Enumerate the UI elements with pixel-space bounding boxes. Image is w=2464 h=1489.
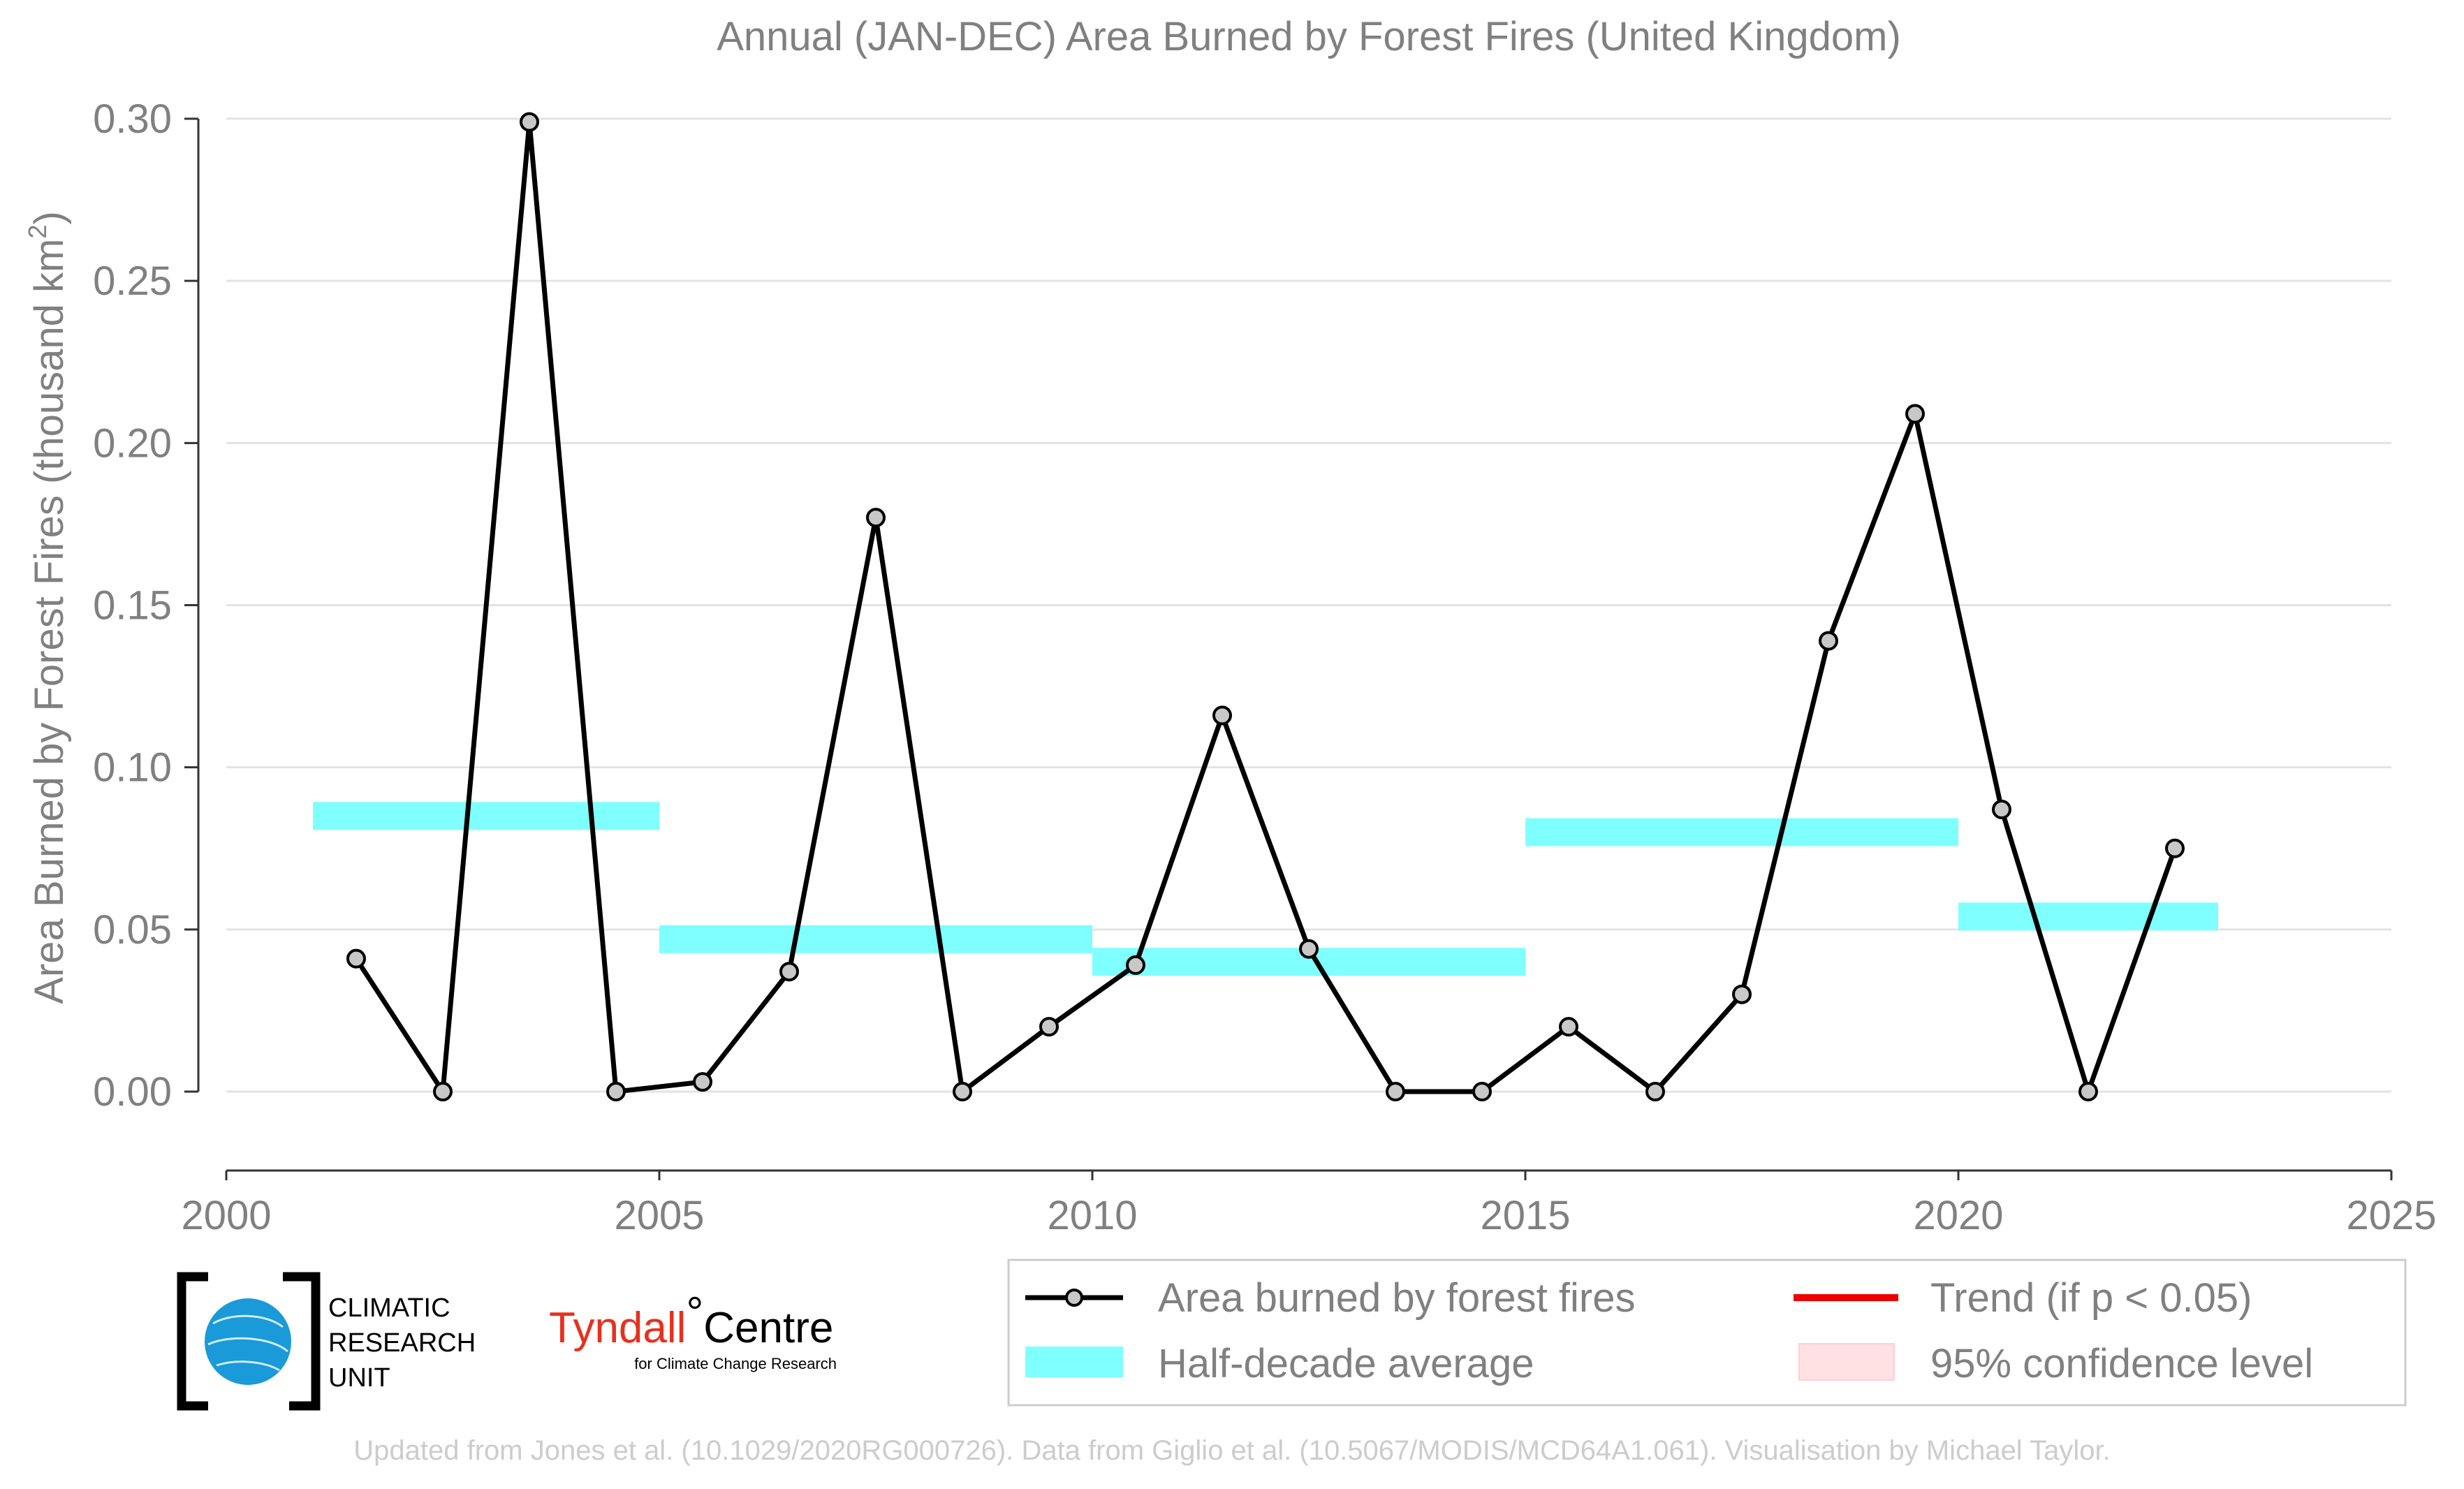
cru-text-line3: UNIT bbox=[328, 1363, 390, 1393]
legend-label-area-burned: Area burned by forest fires bbox=[1158, 1275, 1635, 1321]
data-point bbox=[1212, 705, 1232, 726]
y-tick-label: 0.25 bbox=[93, 258, 172, 304]
data-point bbox=[1126, 955, 1145, 975]
data-point bbox=[866, 508, 886, 528]
legend-swatch-confidence bbox=[1798, 1343, 1895, 1381]
cru-logo: CLIMATIC RESEARCH UNIT bbox=[177, 1272, 476, 1411]
cru-text-line2: RESEARCH bbox=[328, 1328, 476, 1358]
tyndall-centre: Centre bbox=[703, 1304, 833, 1352]
half-decade-average-bars bbox=[313, 802, 2218, 976]
tyndall-logo: Tyndall°Centre for Climate Change Resear… bbox=[549, 1289, 837, 1372]
x-tick-label: 2000 bbox=[181, 1193, 271, 1238]
x-tick-label: 2010 bbox=[1047, 1193, 1137, 1238]
data-point bbox=[1905, 404, 1925, 424]
data-point bbox=[1992, 800, 2011, 820]
globe-swirl bbox=[207, 1314, 289, 1372]
tyndall-name: Tyndall bbox=[549, 1304, 686, 1352]
x-tick-label: 2020 bbox=[1913, 1193, 2003, 1238]
axes bbox=[184, 117, 2393, 1180]
data-point bbox=[1559, 1017, 1578, 1037]
x-tick-label: 2025 bbox=[2346, 1193, 2436, 1238]
tick-labels: 0.00 0.05 0.10 0.15 0.20 0.25 0.30 2000 2005 2010… bbox=[93, 96, 2436, 1238]
half-decade-bar bbox=[1958, 902, 2218, 931]
y-axis-label-close: ) bbox=[27, 211, 72, 224]
legend-label-half-decade: Half-decade average bbox=[1158, 1341, 1534, 1386]
legend-marker-area-burned bbox=[1065, 1289, 1083, 1307]
data-point bbox=[520, 112, 539, 132]
x-tick-label: 2005 bbox=[614, 1193, 704, 1238]
data-point bbox=[1645, 1082, 1665, 1101]
legend-label-trend: Trend (if p < 0.05) bbox=[1930, 1275, 2252, 1321]
data-point bbox=[1819, 631, 1838, 651]
area-burned-series bbox=[346, 112, 2185, 1101]
data-point bbox=[606, 1082, 626, 1101]
y-tick-label: 0.00 bbox=[93, 1069, 172, 1115]
data-point bbox=[1299, 939, 1319, 959]
data-point bbox=[1472, 1082, 1492, 1101]
data-point bbox=[2165, 838, 2185, 858]
x-tick-label: 2015 bbox=[1480, 1193, 1570, 1238]
svg-text:Tyndall°Centre: Tyndall°Centre bbox=[549, 1289, 833, 1352]
y-tick-label: 0.30 bbox=[93, 96, 172, 142]
y-tick-label: 0.05 bbox=[93, 907, 172, 953]
series-line bbox=[354, 122, 2178, 1100]
legend-box bbox=[1007, 1259, 2407, 1407]
data-point bbox=[346, 948, 366, 969]
cru-bracket-left bbox=[177, 1272, 208, 1411]
y-tick-label: 0.10 bbox=[93, 745, 172, 791]
legend: Area burned by forest fires Trend (if p … bbox=[1007, 1259, 2407, 1407]
y-axis-label-main: Area Burned by Forest Fires (thousand km bbox=[27, 239, 72, 1004]
y-tick-label: 0.15 bbox=[93, 583, 172, 629]
data-point bbox=[779, 962, 799, 982]
data-point bbox=[693, 1072, 712, 1092]
data-point bbox=[433, 1082, 453, 1101]
data-point bbox=[1386, 1082, 1405, 1101]
tyndall-degree: ° bbox=[686, 1289, 703, 1337]
credit-text: Updated from Jones et al. (10.1029/2020R… bbox=[353, 1435, 2110, 1466]
chart-title: Annual (JAN-DEC) Area Burned by Forest F… bbox=[717, 14, 1901, 59]
cru-bracket-right bbox=[283, 1272, 321, 1411]
y-tick-label: 0.20 bbox=[93, 420, 172, 466]
tyndall-subtitle: for Climate Change Research bbox=[634, 1355, 837, 1372]
legend-swatch-half-decade bbox=[1025, 1347, 1123, 1377]
data-point bbox=[2078, 1082, 2098, 1101]
legend-label-confidence: 95% confidence level bbox=[1930, 1341, 2313, 1386]
y-axis-label: Area Burned by Forest Fires (thousand km… bbox=[23, 211, 72, 1004]
half-decade-bar bbox=[313, 802, 659, 830]
half-decade-bar bbox=[1525, 818, 1958, 846]
data-point bbox=[1732, 984, 1752, 1004]
data-point bbox=[953, 1082, 972, 1101]
cru-text-line1: CLIMATIC bbox=[328, 1293, 450, 1323]
y-axis-label-superscript: 2 bbox=[23, 225, 52, 239]
half-decade-bar bbox=[659, 925, 1092, 953]
data-point bbox=[1039, 1017, 1059, 1037]
